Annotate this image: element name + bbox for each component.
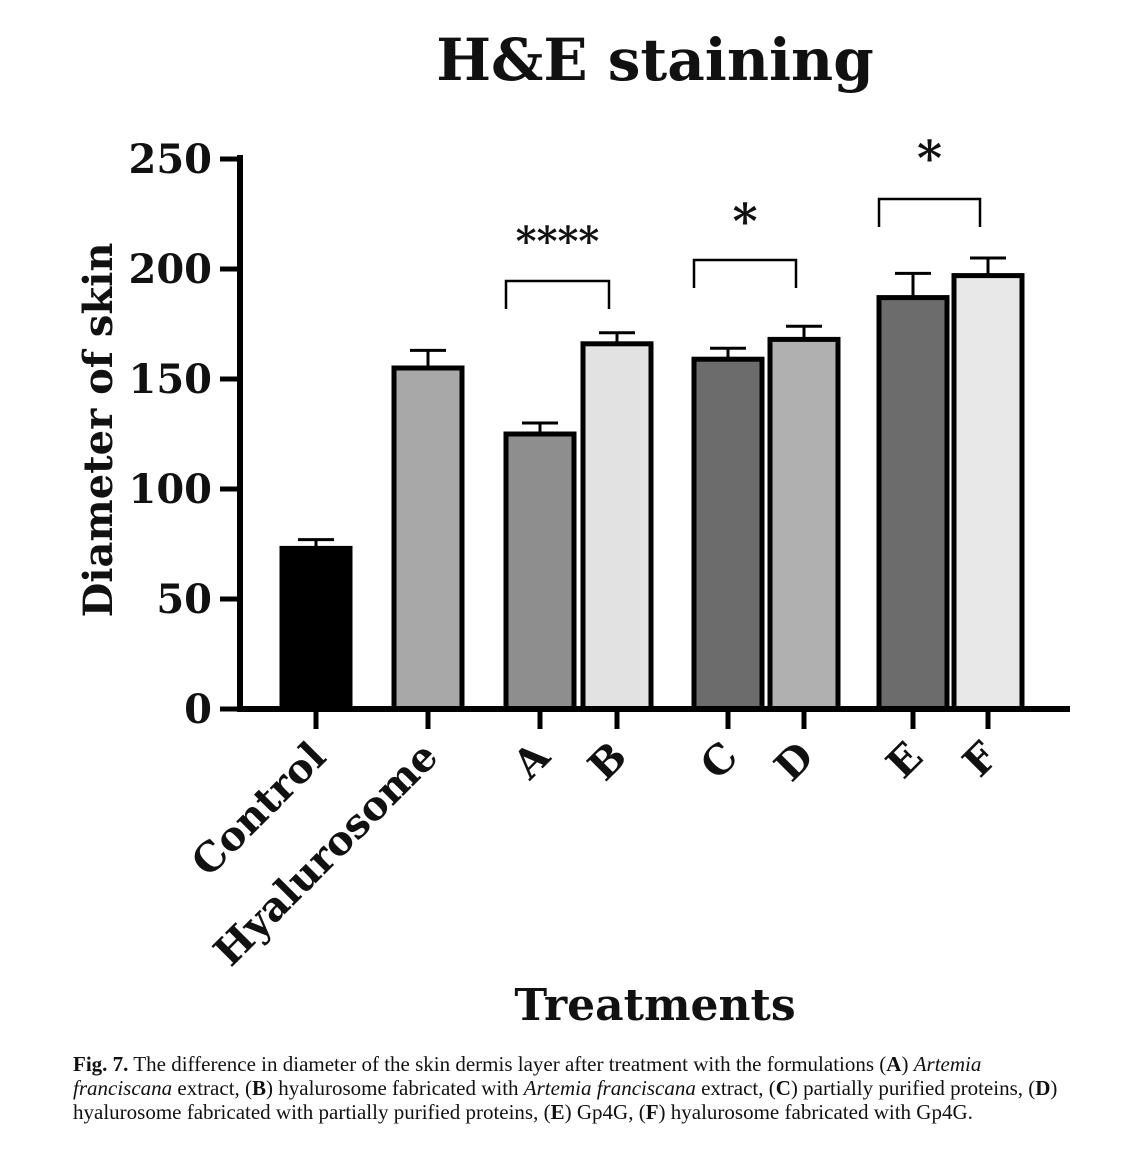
significance-label: * (732, 194, 757, 250)
bar-chart: H&E staining Diameter of skin Treatments… (75, 26, 1070, 1031)
caption-text: ) partially purified proteins, ( (790, 1076, 1036, 1100)
caption-text: extract, ( (172, 1076, 253, 1100)
bar (580, 341, 654, 712)
caption-key-e: E (550, 1100, 565, 1124)
caption-text: ) (901, 1052, 914, 1076)
x-tick-label: F (954, 733, 1007, 786)
significance-bracket (877, 197, 982, 227)
caption-key-d: D (1035, 1076, 1051, 1100)
y-tick-label: 50 (156, 576, 212, 623)
bar (876, 295, 950, 712)
caption-text: extract, ( (695, 1076, 776, 1100)
y-tick-label: 150 (129, 356, 213, 403)
caption-text: ) hyalurosome fabricated with Gp4G. (658, 1100, 973, 1124)
bar (691, 356, 765, 712)
y-tick-label: 0 (184, 686, 212, 733)
bar (503, 431, 577, 712)
figure-caption: Fig. 7. The difference in diameter of th… (73, 1052, 1073, 1124)
bar (951, 273, 1025, 712)
caption-key-a: A (886, 1052, 902, 1076)
caption-text: ) Gp4G, ( (564, 1100, 646, 1124)
bar (391, 365, 465, 712)
caption-key-c: C (775, 1076, 791, 1100)
x-tick-label: D (765, 733, 823, 791)
caption-key-b: B (252, 1076, 267, 1100)
caption-text: ) hyalurosome fabricated with (266, 1076, 524, 1100)
bar (767, 336, 841, 712)
x-tick-label: C (691, 733, 747, 789)
x-tick-label: E (877, 733, 932, 788)
caption-text: The difference in diameter of the skin d… (128, 1052, 887, 1076)
x-tick-label: B (579, 733, 636, 790)
significance-bracket (504, 279, 611, 309)
caption-key-f: F (645, 1100, 659, 1124)
chart-title: H&E staining (436, 26, 874, 94)
y-tick-label: 200 (129, 246, 213, 293)
significance-bracket (692, 258, 798, 288)
bar (279, 545, 353, 712)
x-tick-label: A (503, 732, 560, 789)
caption-fig-label: Fig. 7. (73, 1052, 129, 1076)
y-tick-label: 100 (129, 466, 213, 513)
caption-species: Artemia franciscana (73, 1052, 982, 1100)
y-tick-label: 250 (129, 136, 213, 183)
significance-label: **** (516, 218, 600, 265)
caption-species: Artemia franciscana (523, 1076, 696, 1100)
significance-label: * (917, 131, 942, 187)
caption-text: ) hyalurosome fabricated with partially … (73, 1076, 1058, 1124)
figure: H&E staining Diameter of skin Treatments… (73, 26, 1070, 1124)
y-axis-label: Diameter of skin (75, 243, 122, 618)
x-axis-label: Treatments (514, 980, 795, 1031)
